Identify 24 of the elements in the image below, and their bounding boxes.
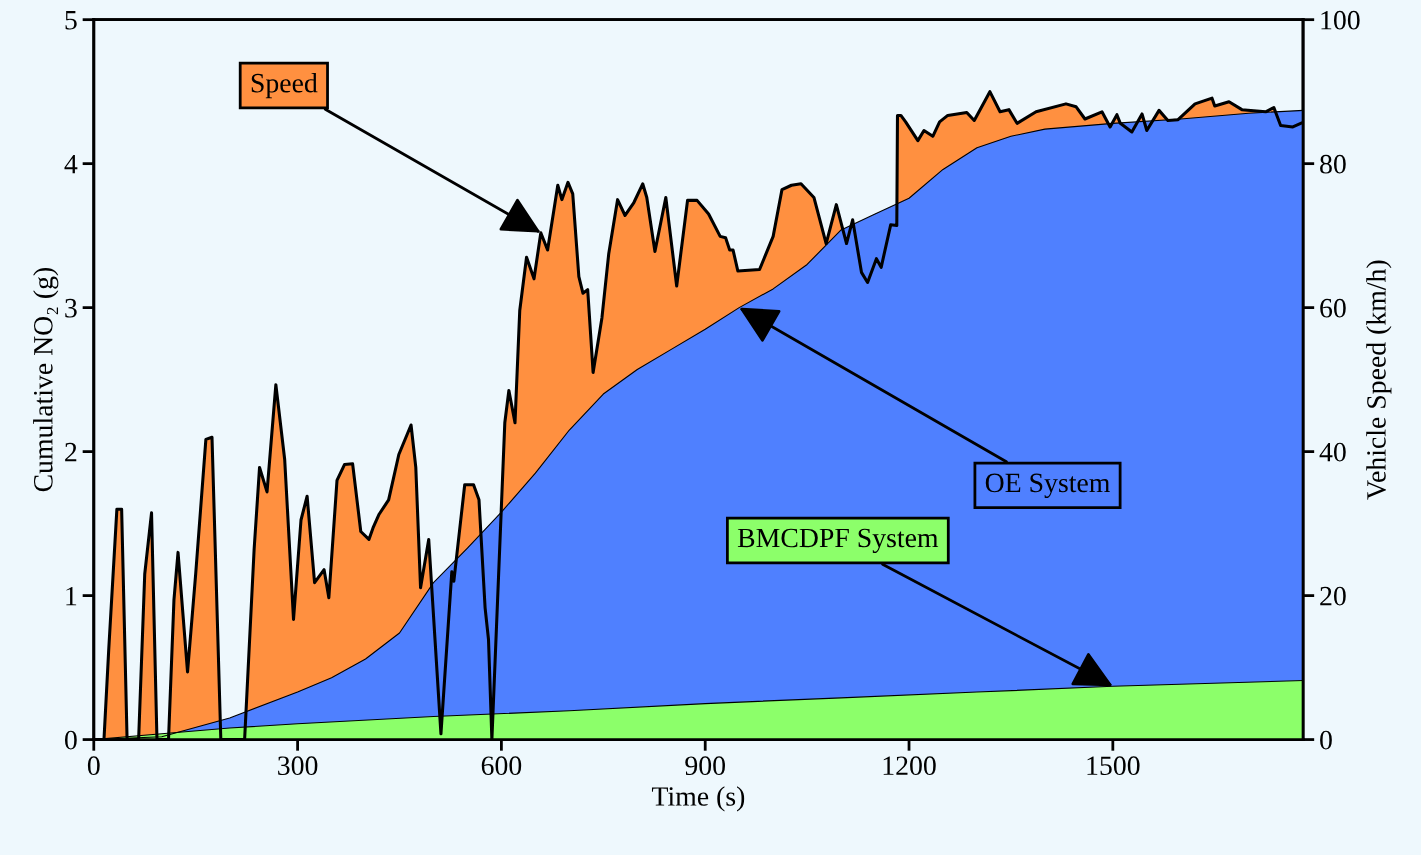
y2-axis-title: Vehicle Speed (km/h) bbox=[1366, 260, 1392, 500]
x-axis-title: Time (s) bbox=[651, 786, 745, 812]
y-tick-label: 3 bbox=[65, 298, 77, 318]
y2-tick-label: 60 bbox=[1320, 298, 1346, 318]
x-tick-label: 300 bbox=[278, 756, 318, 776]
x-tick-label: 0 bbox=[87, 756, 100, 776]
y-tick-label: 4 bbox=[64, 155, 78, 174]
y2-tick-label: 0 bbox=[1320, 730, 1332, 750]
text: Speed bbox=[251, 72, 318, 99]
x-tick-label: 1200 bbox=[883, 756, 936, 776]
y-tick-label: 0 bbox=[64, 730, 77, 750]
y-tick-label: 1 bbox=[66, 586, 77, 606]
y2-tick-label: 40 bbox=[1319, 442, 1346, 462]
series-label: OE System bbox=[985, 473, 1110, 498]
y2-tick-label: 20 bbox=[1320, 586, 1346, 606]
y-tick-label: 2 bbox=[65, 442, 77, 462]
text: BMCDPF System bbox=[737, 528, 939, 554]
y2-tick-label: 100 bbox=[1321, 10, 1360, 30]
x-tick-label: 600 bbox=[481, 756, 522, 776]
x-tick-label: 900 bbox=[685, 756, 725, 776]
y2-tick-label: 80 bbox=[1320, 154, 1346, 174]
y-axis-title: Cumulative NO₂ (g) bbox=[33, 267, 59, 492]
x-tick-label: 1500 bbox=[1087, 756, 1140, 776]
y-tick-label: 5 bbox=[65, 11, 77, 30]
